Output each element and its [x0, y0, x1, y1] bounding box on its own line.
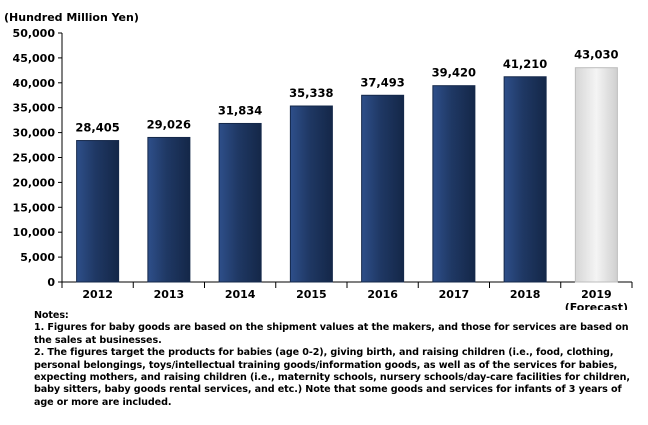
x-tick-sublabel: (Forecast): [565, 301, 628, 310]
y-tick-label: 10,000: [13, 226, 56, 239]
y-tick-label: 5,000: [20, 251, 55, 264]
x-tick-label: 2013: [154, 288, 185, 301]
y-tick-label: 30,000: [13, 127, 56, 140]
bar: [432, 85, 476, 283]
y-axis-unit-label: (Hundred Million Yen): [4, 11, 139, 24]
data-label: 43,030: [574, 48, 618, 62]
note-1: 1. Figures for baby goods are based on t…: [34, 322, 629, 346]
data-label: 41,210: [503, 57, 547, 71]
axes: 0 5,000 10,000 15,000 20,000 25,000 30,000 35,0…: [13, 27, 633, 289]
x-tick-label: 2018: [510, 288, 541, 301]
x-tick-label: 2019: [581, 288, 612, 301]
bar-forecast: [574, 67, 618, 283]
y-tick-label: 35,000: [13, 102, 56, 115]
bar: [76, 140, 120, 283]
x-tick-label: 2016: [367, 288, 398, 301]
y-tick-label: 15,000: [13, 201, 56, 214]
bar: [503, 76, 547, 283]
bar: [218, 122, 262, 283]
notes-heading: Notes:: [34, 310, 69, 321]
y-tick-label: 40,000: [13, 77, 56, 90]
x-tick-label: 2012: [82, 288, 113, 301]
y-tick-label: 0: [47, 276, 55, 289]
bar-chart: (Hundred Million Yen) 0 5,000 10,000 15,000…: [4, 11, 633, 310]
data-label: 28,405: [75, 121, 119, 135]
y-tick-label: 45,000: [13, 52, 56, 65]
bars: 28,405 2012 29,026 2013 31,834 2014 35,338 2015…: [75, 48, 628, 310]
x-tick-label: 2014: [225, 288, 256, 301]
data-label: 39,420: [432, 66, 476, 80]
chart-area: (Hundred Million Yen) 0 5,000 10,000 15,000…: [4, 11, 633, 310]
data-label: 37,493: [360, 75, 404, 89]
y-tick-label: 50,000: [13, 27, 56, 40]
bar: [361, 94, 405, 283]
data-label: 35,338: [289, 86, 333, 100]
bar: [147, 136, 191, 283]
x-tick-label: 2015: [296, 288, 327, 301]
x-tick-label: 2017: [439, 288, 470, 301]
notes: Notes: 1. Figures for baby goods are bas…: [34, 310, 640, 409]
y-tick-label: 20,000: [13, 176, 56, 189]
note-2: 2. The figures target the products for b…: [34, 347, 630, 408]
bar: [289, 105, 333, 283]
data-label: 31,834: [218, 103, 262, 117]
data-label: 29,026: [147, 117, 191, 131]
y-tick-label: 25,000: [13, 152, 56, 165]
